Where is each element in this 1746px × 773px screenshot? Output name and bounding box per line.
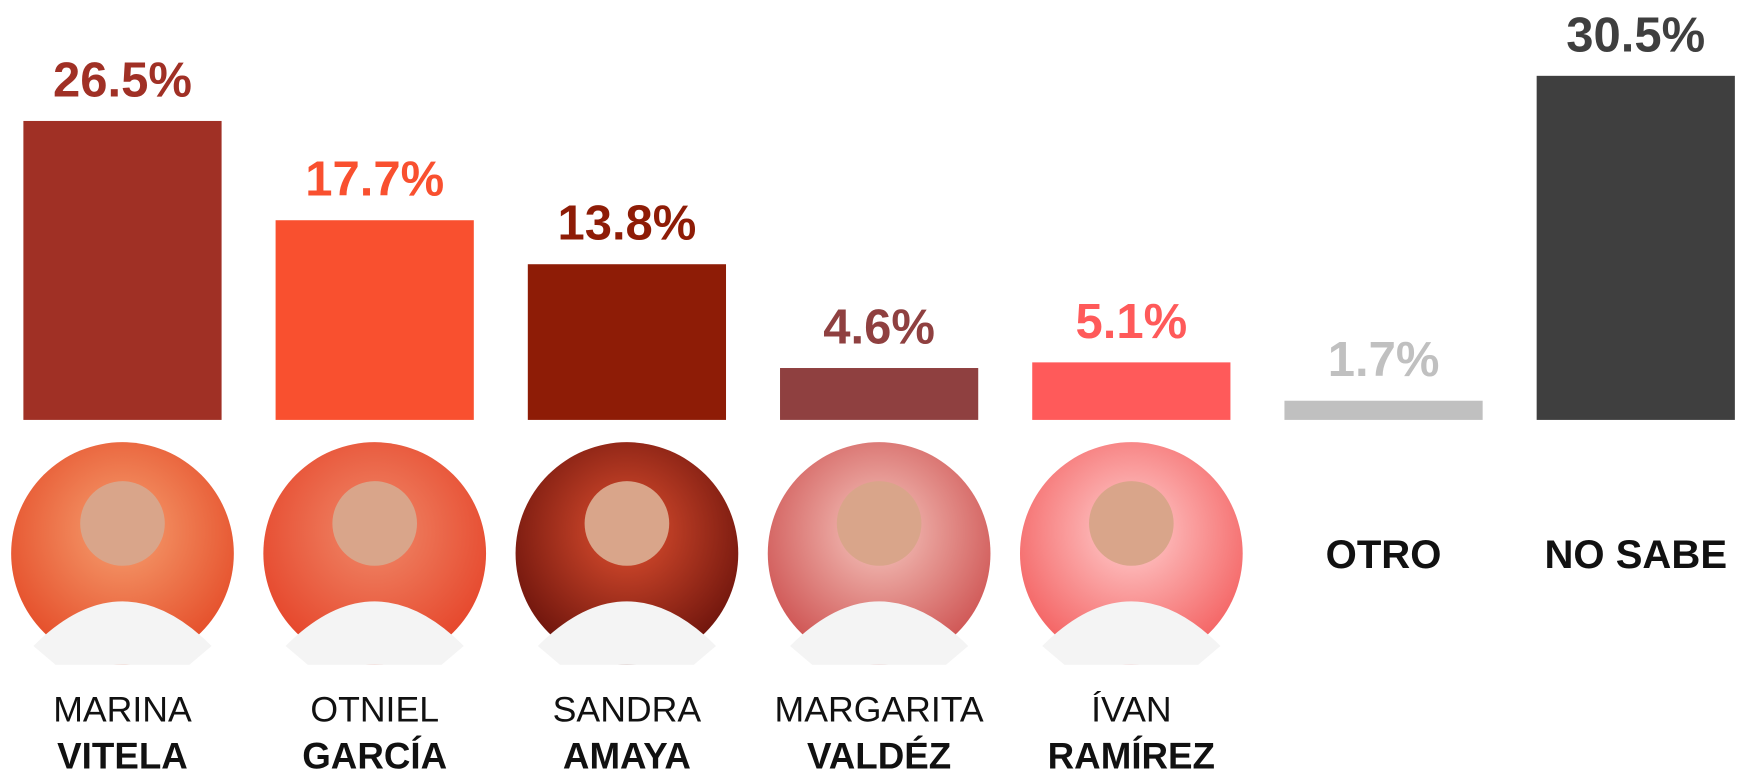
bar bbox=[275, 220, 474, 420]
photo-body bbox=[1042, 601, 1221, 665]
photo-head bbox=[1089, 481, 1174, 566]
category-label: NO SABE bbox=[1544, 533, 1727, 577]
photo-body bbox=[285, 601, 464, 665]
name-first: OTNIEL bbox=[310, 690, 439, 730]
bar bbox=[23, 120, 222, 420]
photo-head bbox=[80, 481, 165, 566]
value-label: 4.6% bbox=[823, 301, 935, 355]
value-label: 13.8% bbox=[557, 197, 696, 251]
photo-body bbox=[790, 601, 969, 665]
photo-head bbox=[836, 481, 922, 566]
category-label: OTRO bbox=[1326, 533, 1442, 577]
photo-head bbox=[332, 481, 418, 566]
name-first: MARINA bbox=[53, 690, 192, 730]
name-last: VALDÉZ bbox=[807, 735, 951, 773]
name-first: ÍVAN bbox=[1091, 690, 1172, 730]
bar bbox=[1536, 75, 1735, 420]
name-first: SANDRA bbox=[553, 690, 702, 730]
bar bbox=[527, 264, 727, 420]
photo-body bbox=[537, 601, 716, 665]
photo-body bbox=[33, 601, 212, 665]
name-last: VITELA bbox=[57, 735, 188, 773]
name-first: MARGARITA bbox=[775, 690, 984, 730]
value-label: 26.5% bbox=[53, 53, 192, 107]
name-last: AMAYA bbox=[563, 735, 691, 773]
value-label: 30.5% bbox=[1566, 8, 1705, 62]
candidate-photos bbox=[11, 442, 1243, 665]
name-last: RAMÍREZ bbox=[1048, 735, 1215, 773]
bar bbox=[1032, 362, 1231, 420]
bar bbox=[1284, 400, 1483, 420]
photo-head bbox=[584, 481, 670, 566]
value-label: 17.7% bbox=[305, 153, 444, 207]
name-last: GARCÍA bbox=[302, 735, 447, 773]
bar bbox=[780, 368, 979, 420]
value-label: 5.1% bbox=[1076, 295, 1188, 349]
value-label: 1.7% bbox=[1328, 333, 1440, 387]
